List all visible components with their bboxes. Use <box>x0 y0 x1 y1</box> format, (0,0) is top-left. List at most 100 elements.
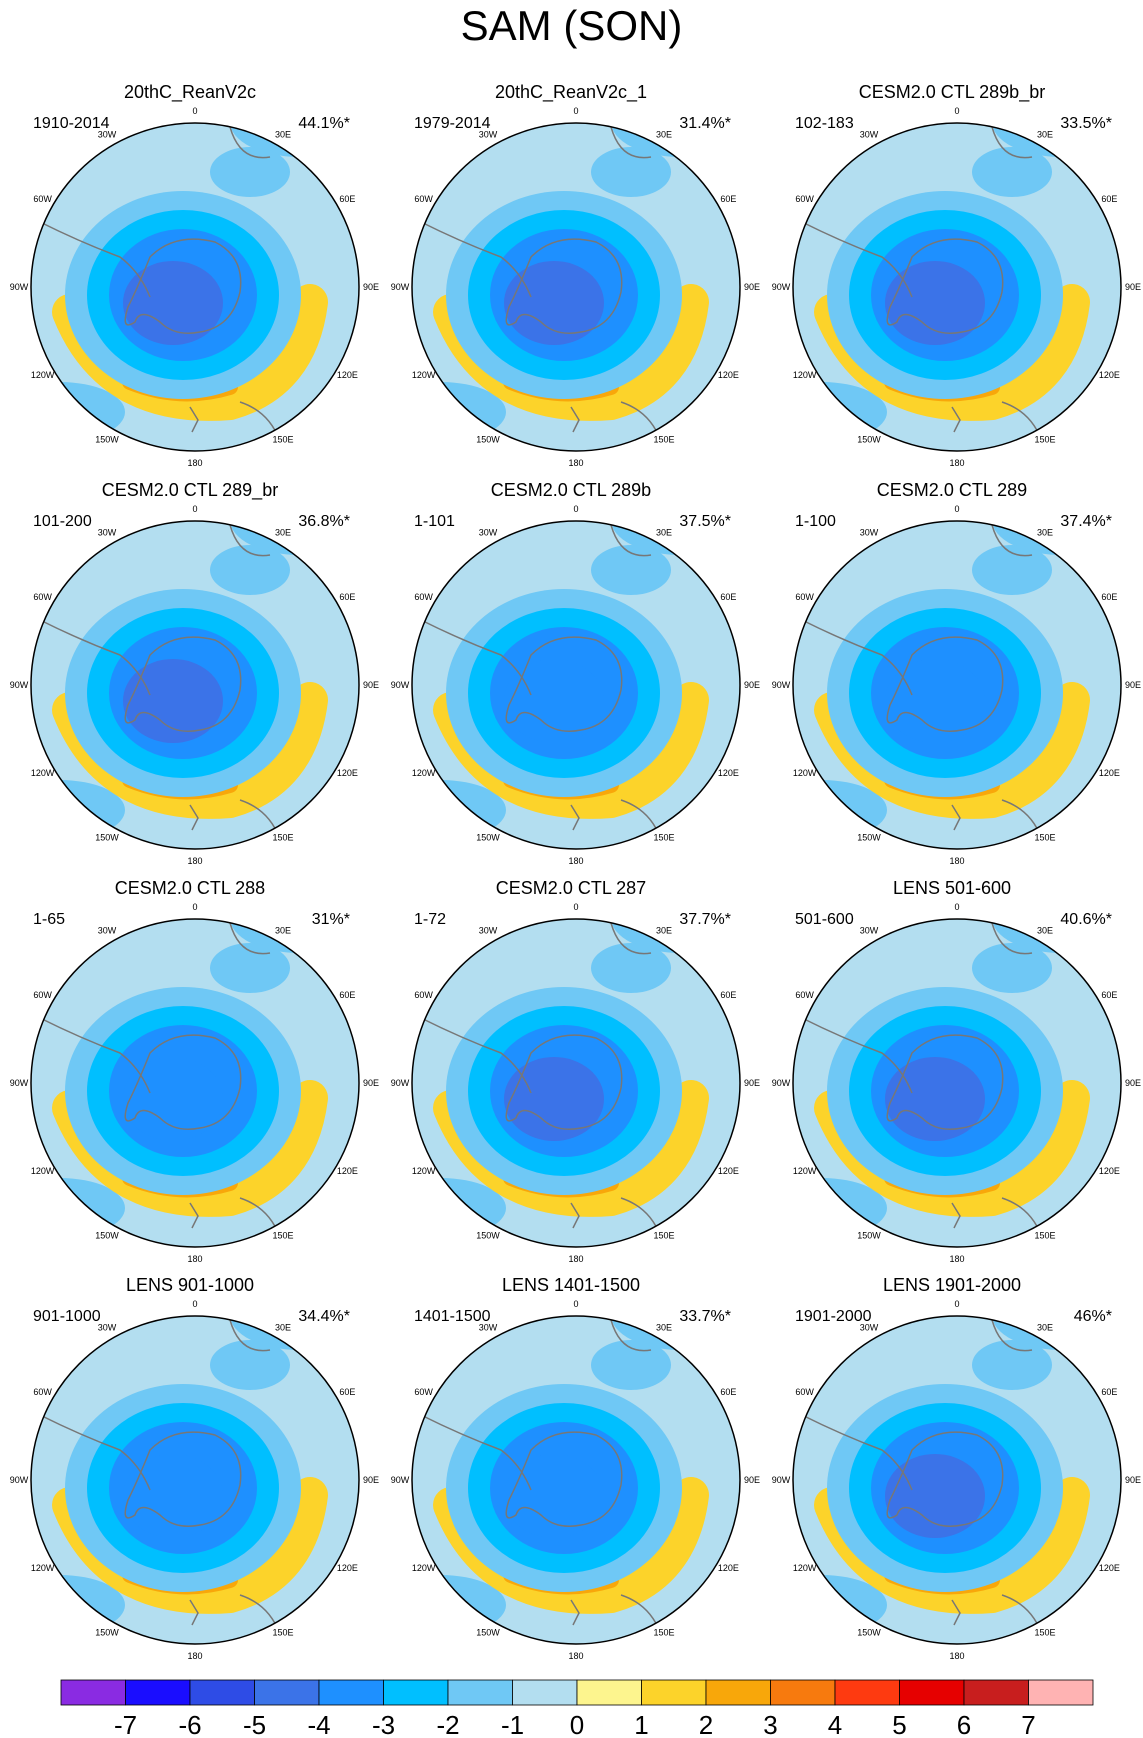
colorbar-swatch <box>641 1679 707 1706</box>
longitude-label: 60E <box>339 194 355 204</box>
colorbar-tick-label: -2 <box>436 1710 459 1738</box>
panel-year-range: 1979-2014 <box>414 115 491 132</box>
new-zealand-coastline <box>570 1202 580 1229</box>
longitude-label: 60W <box>795 592 814 602</box>
colorbar: -7 -6 -5 -4 -3 -2 -1 0 1 2 3 4 5 6 7 <box>60 1679 1094 1738</box>
antarctica-coastline <box>124 1431 242 1527</box>
longitude-label: 180 <box>568 856 583 866</box>
panel-title: 20thC_ReanV2c <box>123 82 257 102</box>
colorbar-swatch <box>447 1679 513 1706</box>
longitude-label: 30W <box>860 926 879 936</box>
longitude-label: 90W <box>10 1475 29 1485</box>
new-zealand-coastline <box>189 406 199 433</box>
panel-variance-percent: 46%* <box>1073 1308 1112 1325</box>
antarctica-coastline <box>886 1034 1004 1130</box>
anomaly-patch <box>31 382 125 442</box>
longitude-label: 150E <box>653 1627 674 1637</box>
map-boundary <box>411 1315 741 1645</box>
map-panel: 0 30E 60E 90E 120E 150E 180 150W 120W 90W 60W 30W CE… <box>381 480 761 880</box>
longitude-label: 0 <box>192 504 197 514</box>
map-panel: 0 30E 60E 90E 120E 150E 180 150W 120W 90W 60W 30W CE… <box>0 480 380 880</box>
anomaly-patch <box>972 545 1052 595</box>
longitude-label: 150W <box>476 1627 500 1637</box>
negative-anomaly-core <box>885 1057 985 1141</box>
figure-title: SAM (SON) <box>460 2 683 49</box>
polar-map: 0 30E 60E 90E 120E 150E 180 150W 120W 90W 60W 30W <box>772 504 1141 866</box>
africa-coastline <box>991 1319 1033 1352</box>
longitude-label: 90E <box>363 1078 379 1088</box>
africa-coastline <box>610 524 652 557</box>
longitude-label: 90E <box>1125 1475 1141 1485</box>
south-america-coastline <box>39 1414 151 1491</box>
longitude-label: 90W <box>10 1078 29 1088</box>
panel-variance-percent: 44.1%* <box>298 115 350 132</box>
longitude-label: 150W <box>857 1627 881 1637</box>
south-america-coastline <box>39 221 151 298</box>
antarctica-coastline <box>124 238 242 334</box>
anomaly-patch <box>210 147 290 197</box>
longitude-label: 180 <box>949 1254 964 1264</box>
africa-coastline <box>229 126 271 159</box>
longitude-label: 60W <box>795 1387 814 1397</box>
longitude-label: 60W <box>414 194 433 204</box>
longitude-label: 120E <box>718 370 739 380</box>
longitude-label: 90W <box>772 282 791 292</box>
longitude-label: 60E <box>720 1387 736 1397</box>
negative-anomaly-core <box>504 1057 604 1141</box>
longitude-label: 120W <box>793 370 817 380</box>
longitude-label: 120E <box>337 768 358 778</box>
antarctica-coastline <box>505 636 623 732</box>
colorbar-swatch <box>125 1679 191 1706</box>
longitude-label: 120W <box>412 1563 436 1573</box>
colorbar-swatch <box>705 1679 771 1706</box>
new-zealand-coastline <box>951 1599 961 1626</box>
longitude-label: 150E <box>1034 1627 1055 1637</box>
map-boundary <box>411 918 741 1248</box>
south-america-coastline <box>39 1017 151 1094</box>
longitude-label: 150E <box>1034 832 1055 842</box>
longitude-label: 0 <box>573 1299 578 1309</box>
new-zealand-coastline <box>951 406 961 433</box>
longitude-label: 120W <box>31 370 55 380</box>
anomaly-patch <box>210 545 290 595</box>
anomaly-patch <box>793 382 887 442</box>
longitude-label: 30W <box>479 130 498 140</box>
longitude-label: 180 <box>187 856 202 866</box>
africa-coastline <box>229 524 271 557</box>
map-panel: 0 30E 60E 90E 120E 150E 180 150W 120W 90W 60W 30W CE… <box>0 878 380 1278</box>
longitude-label: 120E <box>337 370 358 380</box>
antarctica-coastline <box>124 636 242 732</box>
panel-title: CESM2.0 CTL 289 <box>876 480 1028 500</box>
panel-title: CESM2.0 CTL 289b_br <box>858 82 1046 102</box>
new-zealand-coastline <box>189 804 199 831</box>
africa-coastline <box>610 922 652 955</box>
panel-year-range: 901-1000 <box>33 1308 101 1325</box>
longitude-label: 60W <box>414 1387 433 1397</box>
anomaly-patch <box>31 780 125 840</box>
longitude-label: 30E <box>1037 130 1053 140</box>
negative-anomaly-core <box>885 659 985 743</box>
colorbar-tick-label: 5 <box>892 1710 906 1738</box>
longitude-label: 120E <box>1099 1563 1120 1573</box>
anomaly-patch <box>31 1178 125 1238</box>
new-zealand-coastline <box>189 1202 199 1229</box>
map-boundary <box>792 1315 1122 1645</box>
longitude-label: 30E <box>656 528 672 538</box>
colorbar-tick-label: 7 <box>1021 1710 1035 1738</box>
negative-anomaly-core <box>504 659 604 743</box>
panel-title: LENS 901-1000 <box>125 1275 255 1295</box>
longitude-label: 60W <box>33 1387 52 1397</box>
south-america-coastline <box>801 1414 913 1491</box>
new-zealand-coastline <box>570 1599 580 1626</box>
longitude-label: 120W <box>412 1166 436 1176</box>
colorbar-swatch <box>834 1679 900 1706</box>
longitude-label: 30W <box>479 926 498 936</box>
longitude-label: 30E <box>275 926 291 936</box>
colorbar-tick-label: -4 <box>307 1710 330 1738</box>
colorbar-swatch <box>512 1679 578 1706</box>
map-boundary <box>792 918 1122 1248</box>
map-panel: 0 30E 60E 90E 120E 150E 180 150W 120W 90W 60W 30W LE… <box>762 1275 1142 1675</box>
antarctica-coastline <box>505 1431 623 1527</box>
longitude-label: 120E <box>718 1563 739 1573</box>
longitude-label: 90E <box>363 1475 379 1485</box>
